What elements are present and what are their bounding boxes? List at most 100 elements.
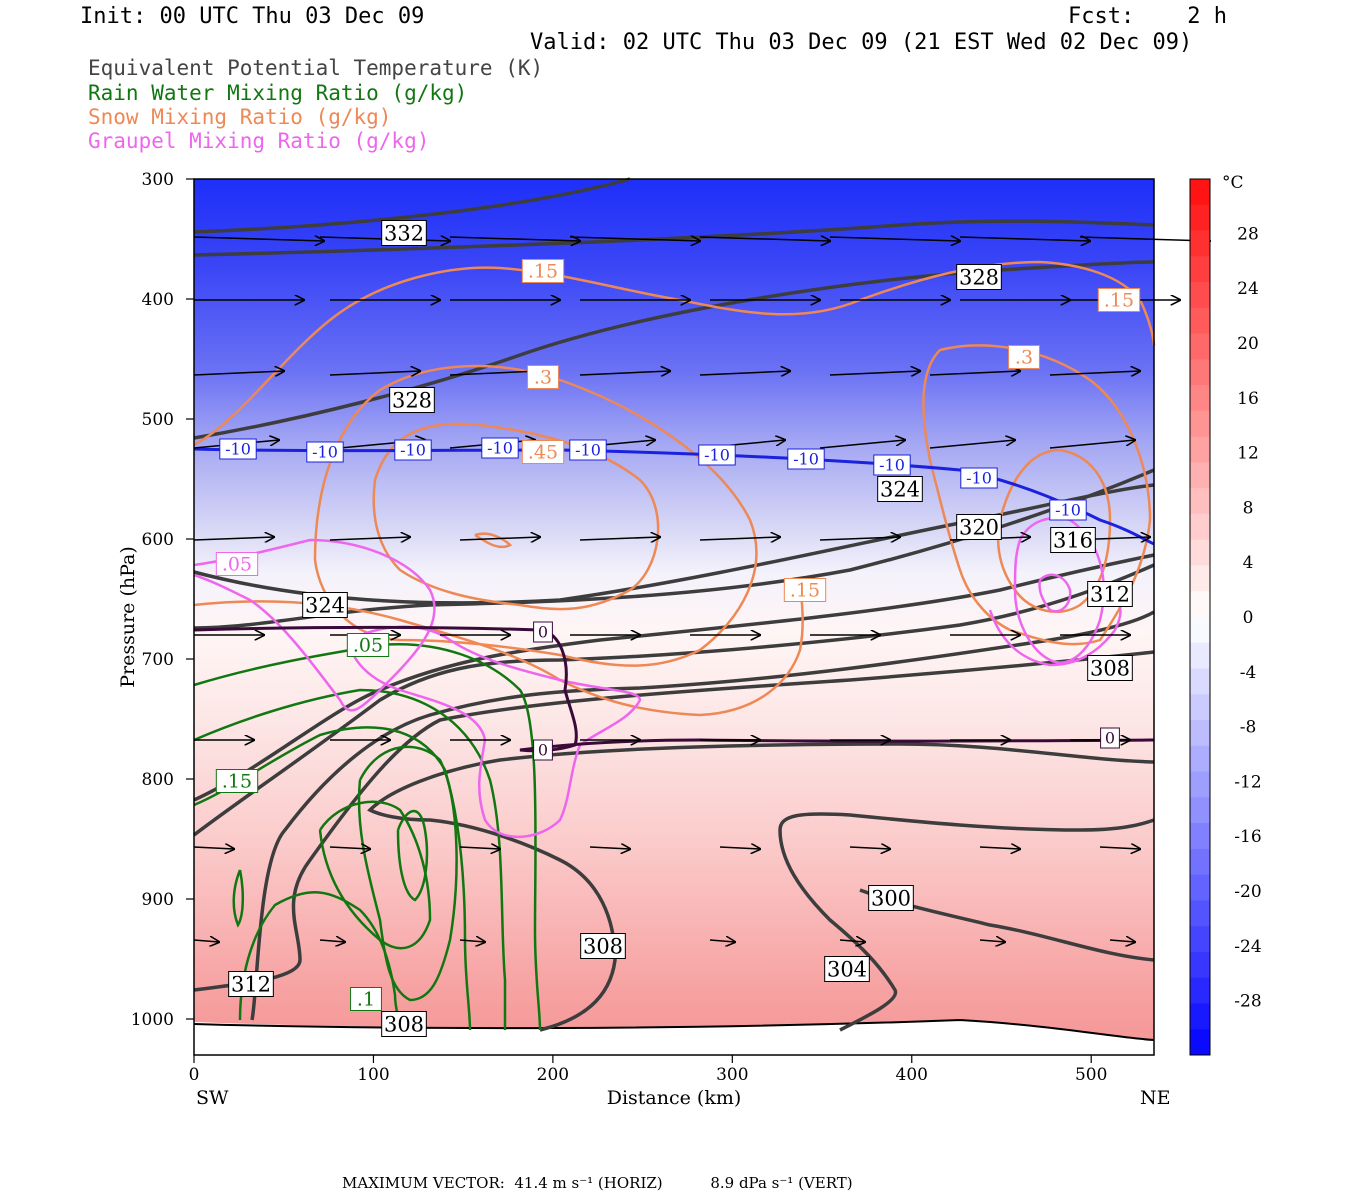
- theta-e-label: 328: [956, 264, 1002, 290]
- colorbar-tick-label: 20: [1237, 334, 1259, 354]
- theta-e-label: 308: [1087, 655, 1133, 681]
- svg-text:324: 324: [880, 477, 920, 501]
- wind-vector: [1049, 371, 1140, 375]
- colorbar-swatch: [1190, 694, 1210, 721]
- wind-vector: [929, 371, 1020, 375]
- valid-time: Valid: 02 UTC Thu 03 Dec 09 (21 EST Wed …: [530, 30, 1193, 55]
- colorbar-swatch: [1190, 720, 1210, 747]
- svg-text:-10: -10: [400, 441, 426, 460]
- x-tick-label: 200: [537, 1065, 569, 1085]
- wind-vector: [849, 847, 890, 849]
- isotherm-label: -10: [1049, 499, 1087, 521]
- wind-vector: [193, 940, 219, 942]
- svg-text:.1: .1: [357, 989, 375, 1011]
- wind-vector: [1109, 940, 1135, 942]
- y-tick-label: 300: [142, 170, 174, 190]
- theta-e-label: 328: [389, 387, 435, 413]
- svg-text:312: 312: [1090, 582, 1130, 606]
- y-tick-label: 600: [142, 530, 174, 550]
- colorbar-swatch: [1190, 951, 1210, 979]
- colorbar-tick-label: 24: [1237, 279, 1259, 299]
- wind-vector: [459, 537, 540, 540]
- svg-text:.15: .15: [1104, 290, 1134, 312]
- wind-vector: [329, 537, 410, 540]
- theta-e-contour: [193, 260, 1155, 440]
- snow-contour: [372, 422, 660, 611]
- colorbar-swatch: [1190, 1029, 1210, 1056]
- wind-vector: [193, 847, 234, 849]
- theta-e-contour: [778, 812, 1155, 1032]
- theta-e-label: 324: [877, 476, 923, 502]
- wind-vector: [569, 237, 700, 241]
- colorbar-swatch: [1190, 900, 1210, 927]
- theta-e-contour: [192, 563, 1155, 837]
- colorbar-swatch: [1190, 591, 1210, 618]
- colorbar-swatch: [1190, 848, 1210, 876]
- plot-frame: [193, 178, 1155, 1056]
- svg-text:-10: -10: [575, 441, 601, 460]
- wind-vector: [329, 371, 420, 375]
- wind-vector: [193, 371, 284, 375]
- rain-label: .1: [350, 987, 382, 1011]
- y-tick-label: 900: [142, 890, 174, 910]
- colorbar-swatch: [1190, 1003, 1210, 1030]
- isotherm-label: -10: [960, 467, 998, 489]
- wind-vector: [459, 847, 500, 849]
- svg-text:308: 308: [384, 1012, 424, 1036]
- colorbar-tick-label: 0: [1243, 608, 1254, 628]
- theta-e-label: 316: [1050, 527, 1096, 553]
- wind-vector: [449, 237, 580, 241]
- colorbar-tick-label: -12: [1234, 772, 1261, 792]
- isotherm-label: 0: [533, 621, 553, 643]
- forecast-hour: Fcst: 2 h: [1068, 4, 1227, 29]
- svg-text:-10: -10: [225, 440, 251, 459]
- isotherm-label: -10: [569, 439, 607, 461]
- colorbar-swatch: [1190, 668, 1210, 695]
- wind-vector: [459, 940, 485, 942]
- colorbar-tick-label: -20: [1234, 882, 1261, 902]
- colorbar-tick-label: 16: [1237, 389, 1259, 409]
- isotherm-label: -10: [219, 438, 257, 460]
- theta-e-contour: [193, 219, 1155, 257]
- svg-text:328: 328: [959, 265, 999, 289]
- wind-vector: [819, 537, 900, 540]
- svg-text:320: 320: [959, 515, 999, 539]
- graupel-label: .05: [215, 552, 259, 576]
- x-tick-label: 100: [357, 1065, 389, 1085]
- rain-label: .05: [346, 633, 390, 657]
- rain-contour: [396, 809, 429, 902]
- colorbar-swatch: [1190, 385, 1210, 412]
- isotherm-label: -10: [873, 454, 911, 476]
- graupel-contour: [988, 598, 1122, 667]
- svg-text:-10: -10: [312, 443, 338, 462]
- theta-e-contour: [193, 650, 1155, 992]
- isotherm-label: -10: [394, 439, 432, 461]
- svg-text:.15: .15: [222, 771, 252, 793]
- svg-text:.15: .15: [790, 580, 820, 602]
- colorbar-swatch: [1190, 823, 1210, 850]
- wind-vector: [1049, 440, 1135, 449]
- colorbar-swatch: [1190, 282, 1210, 309]
- theta-e-label: 304: [824, 956, 870, 982]
- isotherm-label: -10: [481, 437, 519, 459]
- snow-contour: [193, 260, 1156, 447]
- y-tick-label: 700: [142, 650, 174, 670]
- legend-theta-e: Equivalent Potential Temperature (K): [88, 56, 544, 80]
- isotherm-label: 0: [1100, 727, 1120, 749]
- max-vector-note: MAXIMUM VECTOR: 41.4 m s⁻¹ (HORIZ) 8.9 d…: [342, 1174, 853, 1192]
- svg-text:308: 308: [1090, 656, 1130, 680]
- wind-vector: [839, 940, 865, 942]
- theta-e-label: 308: [381, 1011, 427, 1037]
- svg-text:-10: -10: [793, 450, 819, 469]
- svg-text:-10: -10: [879, 456, 905, 475]
- svg-text:-10: -10: [704, 446, 730, 465]
- colorbar-swatch: [1190, 436, 1210, 463]
- wind-vector: [829, 371, 920, 375]
- colorbar-swatch: [1190, 797, 1210, 824]
- wind-vector: [579, 537, 660, 540]
- snow-contour: [474, 532, 513, 549]
- init-time: Init: 00 UTC Thu 03 Dec 09: [80, 4, 425, 29]
- theta-e-label: 312: [1087, 581, 1133, 607]
- colorbar-tick-label: 8: [1243, 498, 1254, 518]
- svg-text:-10: -10: [1055, 501, 1081, 520]
